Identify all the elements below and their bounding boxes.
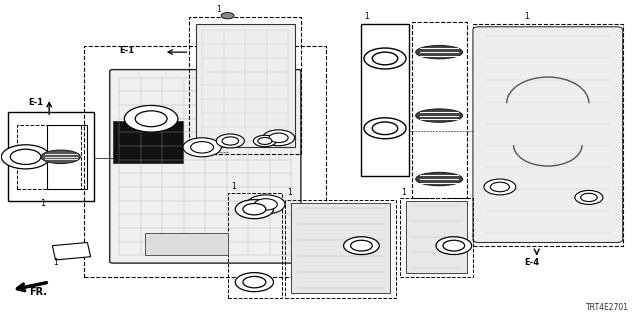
Circle shape — [575, 190, 603, 204]
Circle shape — [236, 273, 273, 292]
Circle shape — [372, 122, 397, 135]
Bar — [8, 112, 94, 201]
Text: 1: 1 — [216, 5, 221, 14]
Ellipse shape — [416, 109, 463, 122]
Circle shape — [236, 200, 273, 219]
Bar — [84, 46, 326, 277]
Circle shape — [246, 195, 285, 214]
Circle shape — [269, 133, 288, 142]
Circle shape — [490, 182, 509, 192]
Circle shape — [124, 105, 178, 132]
Circle shape — [183, 138, 221, 157]
Circle shape — [222, 137, 239, 145]
Circle shape — [216, 134, 244, 148]
Bar — [473, 24, 623, 246]
Bar — [412, 22, 467, 198]
FancyBboxPatch shape — [109, 69, 301, 263]
Text: 1: 1 — [54, 258, 58, 267]
Text: FR.: FR. — [29, 287, 47, 297]
Circle shape — [243, 276, 266, 288]
Circle shape — [254, 199, 277, 210]
Ellipse shape — [416, 45, 463, 59]
Circle shape — [10, 149, 41, 164]
Bar — [196, 24, 294, 147]
Text: 1: 1 — [287, 188, 292, 197]
Bar — [285, 200, 396, 298]
Bar — [362, 24, 409, 176]
Circle shape — [484, 179, 516, 195]
Circle shape — [351, 240, 372, 251]
Text: E-4: E-4 — [524, 258, 539, 267]
Text: 1: 1 — [40, 199, 45, 208]
Circle shape — [364, 48, 406, 69]
Circle shape — [221, 12, 234, 19]
Circle shape — [1, 145, 50, 169]
Circle shape — [372, 52, 397, 65]
Bar — [228, 193, 282, 298]
Bar — [399, 198, 473, 277]
Bar — [291, 203, 390, 293]
Bar — [406, 201, 467, 273]
Bar — [17, 125, 81, 188]
Circle shape — [243, 204, 266, 215]
Circle shape — [258, 138, 272, 144]
Circle shape — [191, 142, 214, 153]
Circle shape — [344, 237, 380, 254]
Text: 1: 1 — [231, 182, 236, 191]
Text: E-1: E-1 — [28, 98, 44, 107]
Circle shape — [580, 193, 597, 202]
Circle shape — [364, 118, 406, 139]
Circle shape — [135, 111, 167, 127]
Circle shape — [436, 237, 472, 254]
Ellipse shape — [41, 150, 80, 164]
Polygon shape — [52, 243, 91, 260]
Ellipse shape — [416, 172, 463, 186]
FancyBboxPatch shape — [473, 27, 623, 243]
Bar — [47, 125, 88, 188]
Text: 1: 1 — [401, 188, 406, 197]
Text: E-1: E-1 — [119, 46, 134, 55]
Bar — [113, 121, 183, 163]
Circle shape — [443, 240, 465, 251]
Text: TRT4E2701: TRT4E2701 — [586, 303, 629, 312]
Text: 1: 1 — [365, 12, 369, 21]
Bar — [189, 17, 301, 154]
Polygon shape — [145, 233, 228, 255]
Circle shape — [253, 135, 276, 147]
Circle shape — [262, 130, 294, 146]
Text: 1: 1 — [524, 12, 529, 21]
